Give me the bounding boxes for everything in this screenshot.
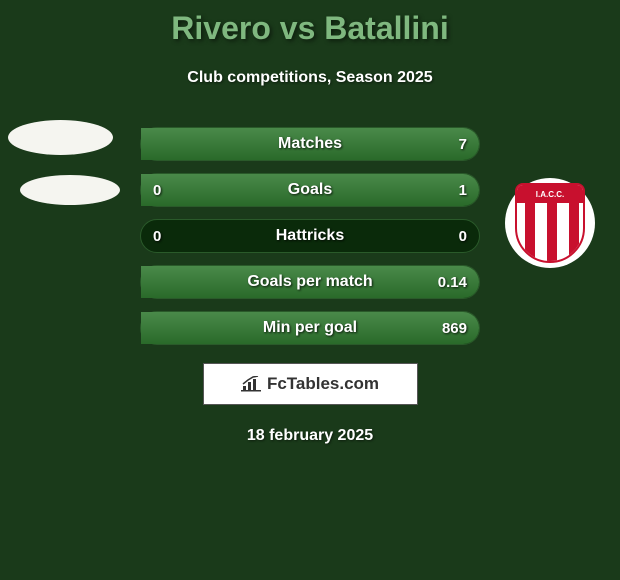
stat-value-right: 1: [459, 182, 467, 199]
shield-label: I.A.C.C.: [517, 185, 583, 203]
stat-value-right: 7: [459, 136, 467, 153]
stat-label: Matches: [141, 135, 479, 153]
stat-label: Min per goal: [141, 319, 479, 337]
chart-icon: [241, 376, 261, 392]
player-right-crest: I.A.C.C.: [505, 178, 595, 268]
footer-date: 18 february 2025: [0, 427, 620, 445]
stat-bar: 0Goals1: [140, 173, 480, 207]
stat-bar: Goals per match0.14: [140, 265, 480, 299]
watermark-text: FcTables.com: [267, 374, 379, 394]
stat-label: Goals per match: [141, 273, 479, 291]
player-left-crest-1: [8, 120, 113, 155]
watermark-badge: FcTables.com: [203, 363, 418, 405]
stat-label: Hattricks: [141, 227, 479, 245]
stat-label: Goals: [141, 181, 479, 199]
stat-bar: Matches7: [140, 127, 480, 161]
stat-value-right: 869: [442, 320, 467, 337]
page-subtitle: Club competitions, Season 2025: [0, 69, 620, 87]
stat-value-right: 0.14: [438, 274, 467, 291]
stat-value-right: 0: [459, 228, 467, 245]
player-left-crest-2: [20, 175, 120, 205]
page-title: Rivero vs Batallini: [0, 0, 620, 47]
stat-bar: Min per goal869: [140, 311, 480, 345]
stat-bar: 0Hattricks0: [140, 219, 480, 253]
